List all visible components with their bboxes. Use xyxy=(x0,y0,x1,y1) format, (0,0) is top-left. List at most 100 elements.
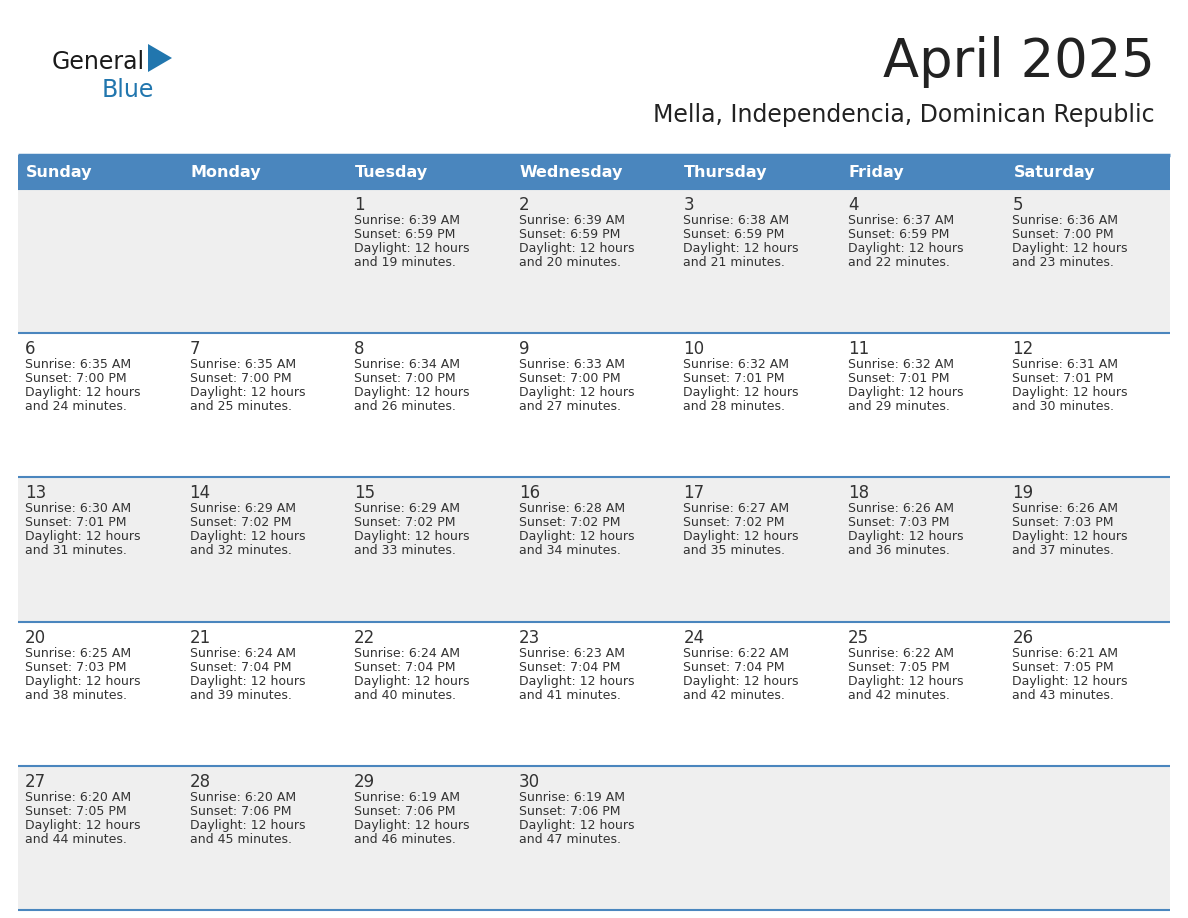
Text: Daylight: 12 hours: Daylight: 12 hours xyxy=(1012,531,1127,543)
Text: Daylight: 12 hours: Daylight: 12 hours xyxy=(25,386,140,399)
Text: and 29 minutes.: and 29 minutes. xyxy=(848,400,949,413)
Text: Friday: Friday xyxy=(849,164,904,180)
Text: Sunset: 7:05 PM: Sunset: 7:05 PM xyxy=(1012,661,1114,674)
Text: Monday: Monday xyxy=(190,164,261,180)
Text: and 41 minutes.: and 41 minutes. xyxy=(519,688,620,701)
Text: Sunrise: 6:19 AM: Sunrise: 6:19 AM xyxy=(354,790,460,804)
Text: Sunset: 7:02 PM: Sunset: 7:02 PM xyxy=(354,517,456,530)
Text: Sunrise: 6:27 AM: Sunrise: 6:27 AM xyxy=(683,502,789,515)
Text: Tuesday: Tuesday xyxy=(355,164,428,180)
Text: and 30 minutes.: and 30 minutes. xyxy=(1012,400,1114,413)
Text: and 24 minutes.: and 24 minutes. xyxy=(25,400,127,413)
Text: Sunset: 6:59 PM: Sunset: 6:59 PM xyxy=(519,228,620,241)
Bar xyxy=(18,477,1170,621)
Text: Daylight: 12 hours: Daylight: 12 hours xyxy=(354,242,469,255)
Text: and 25 minutes.: and 25 minutes. xyxy=(190,400,291,413)
Text: 9: 9 xyxy=(519,341,529,358)
Text: Sunrise: 6:28 AM: Sunrise: 6:28 AM xyxy=(519,502,625,515)
Text: Daylight: 12 hours: Daylight: 12 hours xyxy=(848,386,963,399)
Text: Sunset: 7:00 PM: Sunset: 7:00 PM xyxy=(25,372,127,386)
Text: 10: 10 xyxy=(683,341,704,358)
Text: Sunset: 7:02 PM: Sunset: 7:02 PM xyxy=(519,517,620,530)
Text: Sunset: 7:01 PM: Sunset: 7:01 PM xyxy=(683,372,785,386)
Text: Daylight: 12 hours: Daylight: 12 hours xyxy=(354,675,469,688)
Bar xyxy=(18,766,1170,910)
Text: Sunrise: 6:30 AM: Sunrise: 6:30 AM xyxy=(25,502,131,515)
Text: and 32 minutes.: and 32 minutes. xyxy=(190,544,291,557)
Text: 24: 24 xyxy=(683,629,704,646)
Text: Sunset: 7:04 PM: Sunset: 7:04 PM xyxy=(190,661,291,674)
Text: and 33 minutes.: and 33 minutes. xyxy=(354,544,456,557)
Text: Daylight: 12 hours: Daylight: 12 hours xyxy=(683,242,798,255)
Text: Sunset: 6:59 PM: Sunset: 6:59 PM xyxy=(354,228,455,241)
Text: 15: 15 xyxy=(354,485,375,502)
Text: Sunset: 7:00 PM: Sunset: 7:00 PM xyxy=(519,372,620,386)
Text: 30: 30 xyxy=(519,773,539,790)
Text: Sunset: 7:01 PM: Sunset: 7:01 PM xyxy=(25,517,126,530)
Text: Sunset: 7:04 PM: Sunset: 7:04 PM xyxy=(354,661,456,674)
Text: Sunrise: 6:34 AM: Sunrise: 6:34 AM xyxy=(354,358,460,371)
Text: 28: 28 xyxy=(190,773,210,790)
Text: and 26 minutes.: and 26 minutes. xyxy=(354,400,456,413)
Text: and 45 minutes.: and 45 minutes. xyxy=(190,833,291,845)
Text: 19: 19 xyxy=(1012,485,1034,502)
Text: 20: 20 xyxy=(25,629,46,646)
Text: Daylight: 12 hours: Daylight: 12 hours xyxy=(190,386,305,399)
Text: Sunrise: 6:21 AM: Sunrise: 6:21 AM xyxy=(1012,646,1118,660)
Text: Sunrise: 6:23 AM: Sunrise: 6:23 AM xyxy=(519,646,625,660)
Bar xyxy=(676,155,841,189)
Text: Daylight: 12 hours: Daylight: 12 hours xyxy=(354,531,469,543)
Text: Daylight: 12 hours: Daylight: 12 hours xyxy=(1012,242,1127,255)
Bar xyxy=(183,155,347,189)
Text: 6: 6 xyxy=(25,341,36,358)
Text: Sunset: 7:00 PM: Sunset: 7:00 PM xyxy=(354,372,456,386)
Text: Daylight: 12 hours: Daylight: 12 hours xyxy=(848,675,963,688)
Text: Sunrise: 6:29 AM: Sunrise: 6:29 AM xyxy=(190,502,296,515)
Text: Sunrise: 6:32 AM: Sunrise: 6:32 AM xyxy=(848,358,954,371)
Text: 8: 8 xyxy=(354,341,365,358)
Text: Sunrise: 6:25 AM: Sunrise: 6:25 AM xyxy=(25,646,131,660)
Text: 7: 7 xyxy=(190,341,200,358)
Text: 27: 27 xyxy=(25,773,46,790)
Text: Sunrise: 6:24 AM: Sunrise: 6:24 AM xyxy=(190,646,296,660)
Text: Daylight: 12 hours: Daylight: 12 hours xyxy=(354,386,469,399)
Text: Sunrise: 6:29 AM: Sunrise: 6:29 AM xyxy=(354,502,460,515)
Text: and 34 minutes.: and 34 minutes. xyxy=(519,544,620,557)
Text: April 2025: April 2025 xyxy=(883,36,1155,88)
Text: Sunset: 7:06 PM: Sunset: 7:06 PM xyxy=(190,805,291,818)
Text: 3: 3 xyxy=(683,196,694,214)
Text: Sunrise: 6:24 AM: Sunrise: 6:24 AM xyxy=(354,646,460,660)
Text: 2: 2 xyxy=(519,196,530,214)
Text: and 37 minutes.: and 37 minutes. xyxy=(1012,544,1114,557)
Text: Daylight: 12 hours: Daylight: 12 hours xyxy=(519,819,634,832)
Text: Daylight: 12 hours: Daylight: 12 hours xyxy=(25,531,140,543)
Text: Sunset: 7:00 PM: Sunset: 7:00 PM xyxy=(190,372,291,386)
Text: and 31 minutes.: and 31 minutes. xyxy=(25,544,127,557)
Text: Sunset: 7:03 PM: Sunset: 7:03 PM xyxy=(848,517,949,530)
Text: Wednesday: Wednesday xyxy=(519,164,623,180)
Text: Sunset: 7:01 PM: Sunset: 7:01 PM xyxy=(1012,372,1114,386)
Text: Daylight: 12 hours: Daylight: 12 hours xyxy=(683,531,798,543)
Text: Sunrise: 6:35 AM: Sunrise: 6:35 AM xyxy=(25,358,131,371)
Bar xyxy=(841,155,1005,189)
Text: Sunset: 7:00 PM: Sunset: 7:00 PM xyxy=(1012,228,1114,241)
Text: Sunset: 7:05 PM: Sunset: 7:05 PM xyxy=(25,805,127,818)
Text: Sunset: 7:06 PM: Sunset: 7:06 PM xyxy=(519,805,620,818)
Text: 25: 25 xyxy=(848,629,868,646)
Text: Daylight: 12 hours: Daylight: 12 hours xyxy=(1012,386,1127,399)
Text: Sunrise: 6:26 AM: Sunrise: 6:26 AM xyxy=(848,502,954,515)
Text: Sunrise: 6:35 AM: Sunrise: 6:35 AM xyxy=(190,358,296,371)
Bar xyxy=(18,189,1170,333)
Text: Sunrise: 6:37 AM: Sunrise: 6:37 AM xyxy=(848,214,954,227)
Text: 21: 21 xyxy=(190,629,210,646)
Text: and 44 minutes.: and 44 minutes. xyxy=(25,833,127,845)
Text: and 43 minutes.: and 43 minutes. xyxy=(1012,688,1114,701)
Text: Daylight: 12 hours: Daylight: 12 hours xyxy=(848,531,963,543)
Text: and 20 minutes.: and 20 minutes. xyxy=(519,256,620,269)
Bar xyxy=(18,333,1170,477)
Text: Sunset: 7:03 PM: Sunset: 7:03 PM xyxy=(1012,517,1114,530)
Text: 26: 26 xyxy=(1012,629,1034,646)
Text: 5: 5 xyxy=(1012,196,1023,214)
Text: Daylight: 12 hours: Daylight: 12 hours xyxy=(848,242,963,255)
Text: Sunrise: 6:39 AM: Sunrise: 6:39 AM xyxy=(519,214,625,227)
